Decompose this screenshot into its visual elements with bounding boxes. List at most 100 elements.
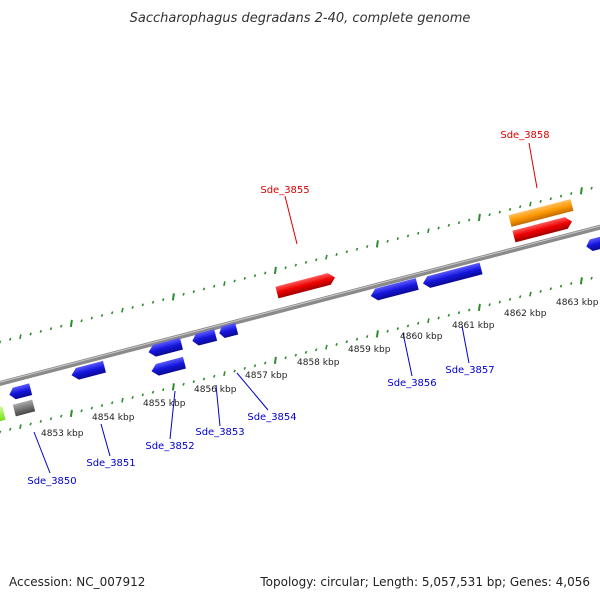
kbp-label: 4858 kbp [297,358,340,368]
tick-mark [437,226,440,230]
tick-mark [284,266,287,270]
tick-mark [192,290,196,294]
kbp-labels: 4853 kbp 4854 kbp 4855 kbp 4856 kbp 4857… [41,298,599,439]
tick-mark [375,330,379,338]
gene-grey[interactable] [12,399,36,417]
tick-mark [212,284,216,288]
tick-mark [29,332,32,336]
tick-mark [263,361,267,365]
tick-mark [467,218,471,222]
tick-mark [529,201,532,207]
tick-mark [335,252,338,257]
tick-mark [437,316,440,320]
tick-mark [396,237,400,241]
tick-mark [386,239,389,243]
tick-mark [365,244,369,249]
tick-mark [263,271,267,275]
tick-mark [212,374,216,378]
tick-mark [355,337,359,341]
gene-blue-3[interactable] [147,337,183,358]
gene-sde-3856[interactable] [369,278,419,302]
gene-sde-3855[interactable] [275,272,336,299]
tick-mark [447,313,451,317]
genome-backbone [0,224,600,386]
tick-mark [161,388,165,392]
tick-mark [518,295,522,299]
gene-label-sde-3851[interactable]: Sde_3851 [86,458,135,469]
kbp-label: 4862 kbp [504,309,547,319]
tick-mark [304,350,308,354]
tick-mark [284,356,287,360]
tick-mark [243,276,247,280]
tick-mark [59,324,63,328]
tick-mark [386,329,389,333]
tick-mark [90,406,94,410]
tick-mark [498,300,502,304]
tick-mark [19,424,22,430]
accession-label: Accession: NC_007912 [9,575,145,589]
forward-genes [275,199,574,299]
tick-mark [539,199,542,203]
gene-sde-3858[interactable] [512,216,573,243]
tick-mark [549,287,553,291]
gene-blue-1[interactable] [8,383,33,400]
gene-sde-3852[interactable] [150,356,186,377]
kbp-label: 4856 kbp [194,385,237,395]
tick-mark [559,284,563,288]
tick-mark [314,348,318,352]
gene-green[interactable] [0,406,6,423]
callout-lines [33,142,538,474]
tick-mark [223,281,226,287]
tick-mark [171,293,175,301]
tick-mark [375,240,379,248]
tick-mark [121,307,124,313]
tick-mark [182,382,185,386]
gene-sde-3853[interactable] [191,329,218,347]
gene-label-sde-3852[interactable]: Sde_3852 [145,441,194,452]
gene-sde-3857[interactable] [421,262,483,290]
tick-mark [182,292,185,296]
gene-orange-highlight[interactable] [508,199,574,227]
tick-mark [161,298,165,302]
tick-mark [141,303,145,307]
gene-label-sde-3854[interactable]: Sde_3854 [247,412,296,423]
tick-mark [243,366,247,370]
tick-mark [477,303,481,312]
tick-mark [304,260,308,264]
gene-label-sde-3856[interactable]: Sde_3856 [387,378,436,389]
gene-label-sde-3858[interactable]: Sde_3858 [500,130,549,141]
gene-sde-3854[interactable] [218,322,239,339]
callout-sde-3854 [236,372,269,411]
tick-mark [345,250,349,254]
tick-mark [355,247,359,251]
callout-sde-3850 [33,431,51,474]
gene-sde-3851[interactable] [70,360,106,381]
tick-mark [325,254,328,260]
tick-mark [151,300,155,304]
tick-mark [39,329,43,333]
tick-mark [233,369,236,373]
tick-mark [590,186,593,190]
tick-mark [406,324,410,328]
gene-label-sde-3855[interactable]: Sde_3855 [260,185,309,196]
gene-label-sde-3853[interactable]: Sde_3853 [195,427,244,438]
tick-mark [233,279,236,283]
tick-track-lower [0,276,593,434]
gene-label-sde-3857[interactable]: Sde_3857 [445,365,494,376]
reverse-genes [0,234,600,423]
tick-mark [8,427,12,431]
callout-sde-3856 [402,332,413,377]
tick-mark [0,340,2,344]
tick-mark [69,409,73,418]
tick-mark [579,277,583,285]
tick-mark [141,393,145,397]
gene-blue-edge[interactable] [585,234,600,253]
tick-mark [273,266,277,275]
tick-mark [49,327,53,331]
tick-mark [29,422,32,426]
tick-mark [39,419,43,423]
tick-mark [192,380,196,384]
tick-mark [314,258,318,262]
gene-label-sde-3850[interactable]: Sde_3850 [27,476,76,487]
